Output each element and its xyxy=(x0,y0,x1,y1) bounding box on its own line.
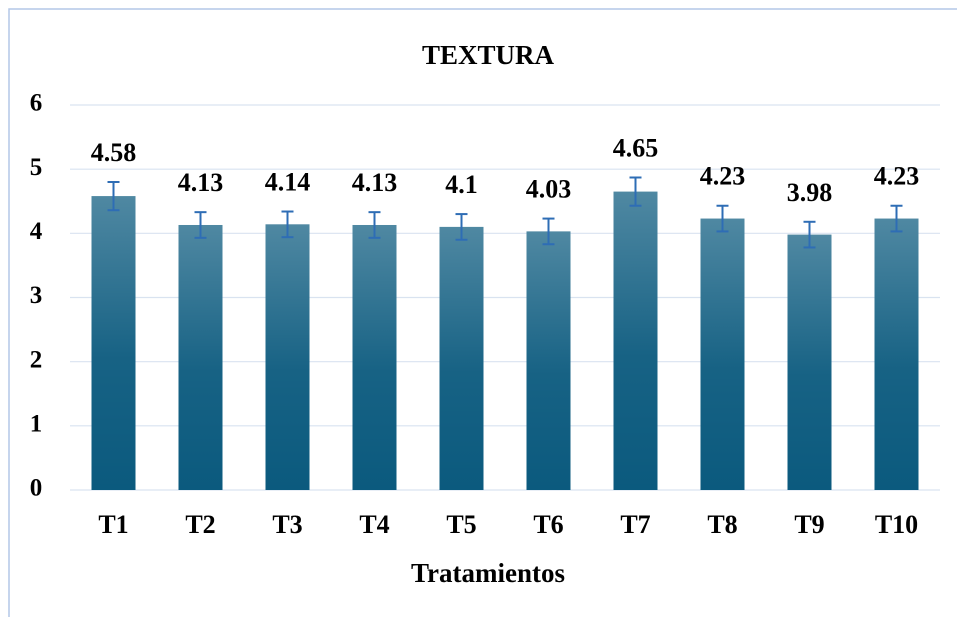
data-label: 4.65 xyxy=(613,133,659,162)
y-tick-label: 6 xyxy=(30,90,43,117)
y-tick-label: 2 xyxy=(30,346,43,373)
data-label: 4.1 xyxy=(445,170,478,199)
bar-shade xyxy=(178,224,223,490)
bar-shade xyxy=(874,218,919,490)
x-tick-label: T9 xyxy=(794,510,824,539)
x-tick-label: T10 xyxy=(875,510,918,539)
bar-shade xyxy=(439,226,484,490)
chart-border xyxy=(8,8,957,617)
x-tick-label: T2 xyxy=(185,510,215,539)
x-tick-label: T5 xyxy=(446,510,476,539)
bar-shade xyxy=(91,196,136,490)
x-tick-label: T6 xyxy=(533,510,563,539)
x-tick-label: T3 xyxy=(272,510,302,539)
bar-shade xyxy=(526,231,571,491)
bar-shade xyxy=(700,218,745,490)
data-label: 4.03 xyxy=(526,175,572,204)
data-label: 4.23 xyxy=(874,162,920,191)
y-tick-label: 0 xyxy=(30,475,43,502)
y-tick-label: 4 xyxy=(30,218,43,245)
x-tick-label: T4 xyxy=(359,510,389,539)
x-tick-label: T7 xyxy=(620,510,650,539)
bar-shade xyxy=(352,224,397,490)
bar-shade xyxy=(613,191,658,490)
bar-shade xyxy=(787,234,832,490)
data-label: 4.58 xyxy=(91,138,137,167)
y-tick-label: 1 xyxy=(30,411,43,438)
y-tick-label: 3 xyxy=(30,282,43,309)
data-label: 4.13 xyxy=(352,168,398,197)
data-label: 4.13 xyxy=(178,168,224,197)
x-axis-label: Tratamientos xyxy=(411,558,565,588)
bar-shade xyxy=(265,224,310,490)
chart-title: TEXTURA xyxy=(422,40,555,70)
data-label: 3.98 xyxy=(787,178,833,207)
x-tick-label: T1 xyxy=(98,510,128,539)
data-label: 4.23 xyxy=(700,162,746,191)
y-tick-label: 5 xyxy=(30,154,43,181)
x-tick-label: T8 xyxy=(707,510,737,539)
data-label: 4.14 xyxy=(265,167,311,196)
